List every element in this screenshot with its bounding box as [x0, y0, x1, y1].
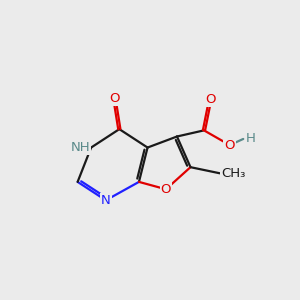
Text: O: O	[109, 92, 120, 105]
Text: CH₃: CH₃	[221, 167, 245, 180]
Text: O: O	[205, 93, 215, 106]
Text: O: O	[161, 183, 171, 196]
Text: O: O	[224, 139, 235, 152]
Text: H: H	[246, 133, 256, 146]
Text: NH: NH	[70, 141, 90, 154]
Text: N: N	[101, 194, 111, 207]
